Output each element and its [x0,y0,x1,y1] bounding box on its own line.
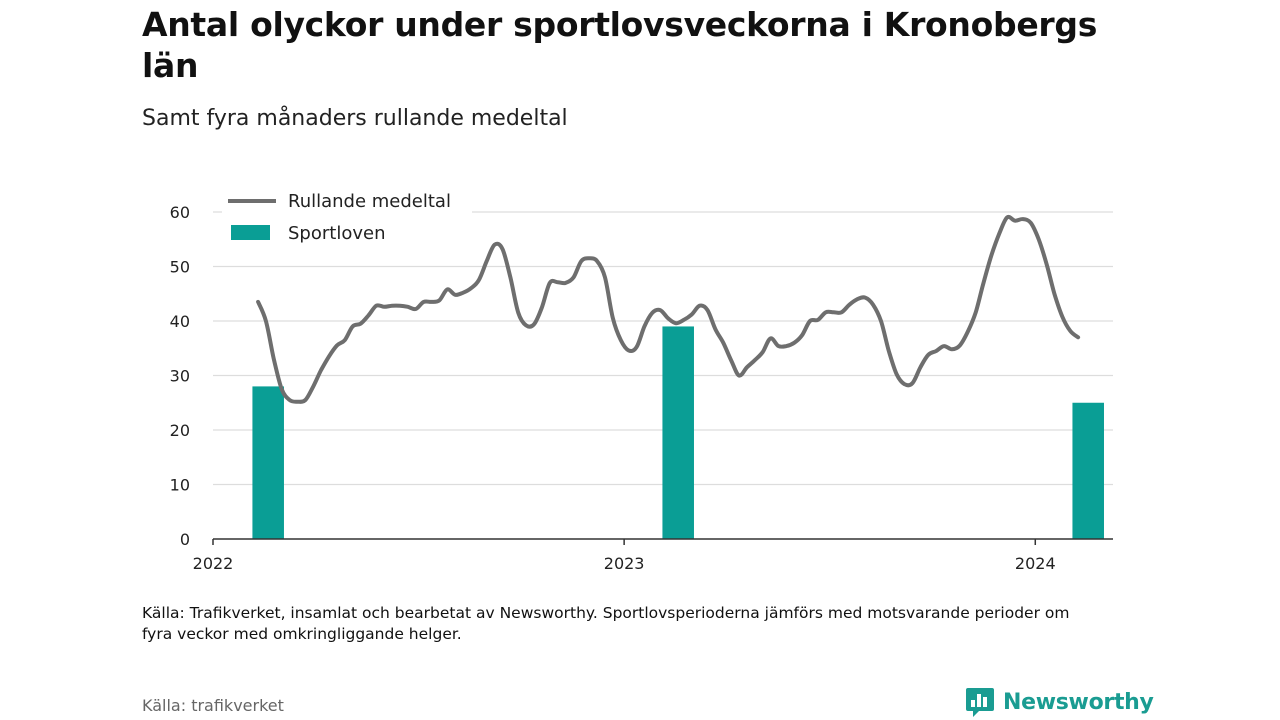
line-layer [256,214,1081,404]
source-label: Källa: trafikverket [142,696,284,715]
chart-title: Antal olyckor under sportlovsveckorna i … [142,5,1098,85]
newsworthy-logo-text: Newsworthy [1003,689,1154,715]
axis-layer: 0 10 20 30 40 50 60 2022 2023 2024 [170,203,1113,573]
sportlov-bar-0 [252,386,284,539]
y-tick-label: 0 [180,530,190,549]
accident-chart: 0 10 20 30 40 50 60 2022 2023 2024 Rullande medel… [170,188,1113,573]
sportlov-bar-1 [662,326,694,539]
x-tick-label: 2024 [1015,554,1056,573]
newsworthy-logo-icon [966,688,994,717]
legend-bar-swatch [231,225,270,240]
chart-subtitle: Samt fyra månaders rullande medeltal [142,106,568,131]
legend-label-sportloven: Sportloven [288,223,385,244]
newsworthy-logo: Newsworthy [965,686,1154,718]
sportlov-bar-2 [1072,402,1104,539]
x-tick-label: 2023 [604,554,645,573]
y-tick-label: 20 [170,421,190,440]
rolling-average-line [256,214,1081,404]
x-tick-label: 2022 [193,554,234,573]
y-tick-label: 60 [170,203,190,222]
y-tick-label: 40 [170,312,190,331]
y-tick-label: 50 [170,258,190,277]
source-note: Källa: Trafikverket, insamlat och bearbe… [142,604,1070,643]
bar-layer [252,326,1104,539]
legend: Rullande medeltal Sportloven [222,188,472,248]
y-tick-label: 10 [170,476,190,495]
y-tick-label: 30 [170,367,190,386]
legend-label-rolling-average: Rullande medeltal [288,191,451,212]
